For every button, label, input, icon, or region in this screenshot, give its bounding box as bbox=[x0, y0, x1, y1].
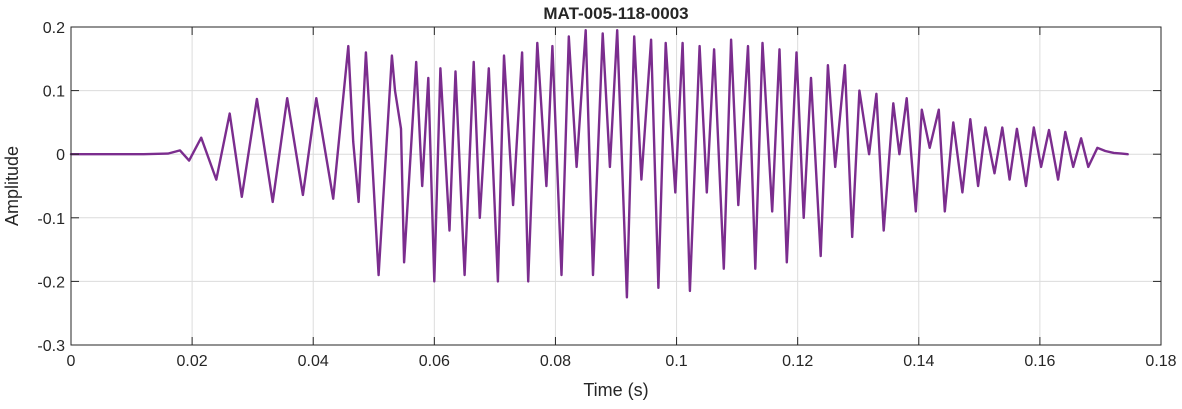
x-tick-label: 0.1 bbox=[665, 353, 687, 370]
x-tick-label: 0.04 bbox=[298, 353, 329, 370]
x-axis: 0 0.02 0.04 0.06 0.08 0.1 0.12 0.14 0.16 0.18 bbox=[67, 27, 1177, 370]
waveform-line bbox=[69, 29, 1129, 299]
plot-area bbox=[71, 27, 1161, 345]
x-tick-label: 0.08 bbox=[540, 353, 571, 370]
x-tick-label: 0.14 bbox=[903, 353, 934, 370]
x-tick-label: 0.18 bbox=[1145, 353, 1176, 370]
series-group bbox=[69, 29, 1129, 299]
axes-box bbox=[70, 26, 1162, 346]
x-tick-label: 0.16 bbox=[1024, 353, 1055, 370]
y-tick-label: 0.2 bbox=[43, 20, 65, 37]
x-tick-label: 0 bbox=[67, 353, 76, 370]
y-axis: -0.3 -0.2 -0.1 0 0.1 0.2 bbox=[37, 20, 1161, 355]
y-tick-label: 0.1 bbox=[43, 84, 65, 101]
y-tick-label: -0.1 bbox=[37, 211, 65, 228]
x-tick-label: 0.12 bbox=[782, 353, 813, 370]
y-tick-label: 0 bbox=[56, 147, 65, 164]
y-axis-label: Amplitude bbox=[2, 146, 22, 226]
x-tick-label: 0.02 bbox=[177, 353, 208, 370]
x-axis-label: Time (s) bbox=[583, 380, 648, 400]
x-tick-label: 0.06 bbox=[419, 353, 450, 370]
y-tick-label: -0.3 bbox=[37, 338, 65, 355]
y-tick-label: -0.2 bbox=[37, 274, 65, 291]
chart-title: MAT-005-118-0003 bbox=[543, 4, 688, 23]
